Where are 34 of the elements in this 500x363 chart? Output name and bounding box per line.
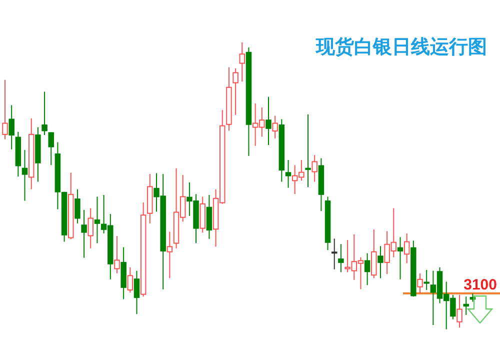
candlestick <box>272 115 278 139</box>
candlestick <box>42 91 48 136</box>
annotation: 3100 <box>464 276 497 294</box>
candlestick <box>285 159 292 188</box>
candlestick <box>22 149 28 202</box>
candlestick <box>312 154 318 182</box>
candlestick <box>134 270 140 315</box>
candlestick <box>424 269 430 290</box>
candlestick <box>371 228 377 279</box>
candlestick <box>417 272 423 294</box>
candlestick <box>456 294 462 328</box>
candlestick <box>331 238 338 270</box>
candlestick <box>378 246 384 279</box>
candlestick <box>2 79 8 140</box>
candlestick <box>74 188 80 224</box>
candlestick <box>463 296 469 316</box>
candlestick <box>88 208 94 249</box>
candlestick <box>404 232 410 264</box>
candlestick <box>206 194 212 240</box>
candlestick <box>239 42 246 82</box>
candlestick <box>8 104 14 150</box>
candlestick <box>81 209 87 258</box>
candlestick <box>305 114 311 188</box>
candlestick <box>94 196 100 244</box>
candlestick <box>166 231 173 279</box>
candlestick <box>127 266 134 294</box>
candlestick <box>114 236 120 274</box>
candlestick <box>397 236 404 280</box>
candlestick <box>364 252 370 286</box>
candlestick <box>266 96 272 146</box>
candlestick <box>232 68 238 116</box>
candlestick <box>48 132 54 166</box>
chart-title: 现货白银日线运行图 <box>315 36 487 58</box>
candlestick <box>338 244 344 273</box>
